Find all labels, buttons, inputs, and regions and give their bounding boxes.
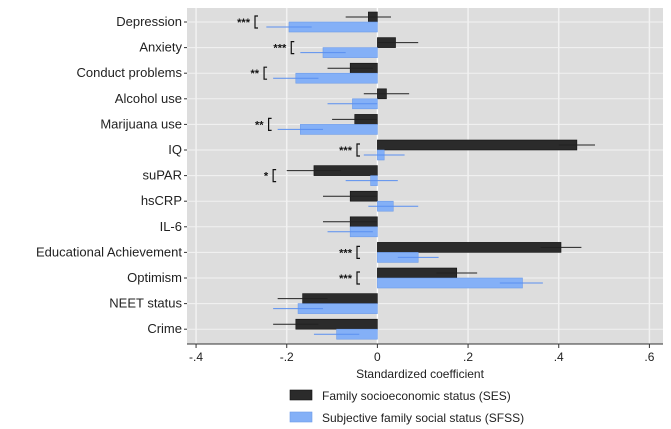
significance-stars: ** bbox=[255, 119, 264, 131]
category-label: Depression bbox=[116, 14, 182, 29]
x-axis: -.4 -.2 0 .2 .4 .6 bbox=[187, 343, 663, 364]
legend: Family socioeconomic status (SES) Subject… bbox=[289, 389, 524, 425]
significance-stars: * bbox=[264, 171, 269, 183]
legend-swatch bbox=[289, 389, 313, 401]
significance-bracket bbox=[268, 117, 272, 131]
significance-bracket bbox=[290, 41, 295, 55]
x-tick-label: 0 bbox=[374, 350, 381, 364]
significance-stars: ** bbox=[251, 68, 260, 80]
x-axis-title: Standardized coefficient bbox=[356, 367, 485, 381]
legend-swatch bbox=[289, 411, 313, 423]
significance-bracket bbox=[356, 271, 360, 285]
significance-bracket bbox=[254, 15, 258, 29]
x-tick-label: -.2 bbox=[280, 350, 294, 364]
category-label: NEET status bbox=[109, 296, 182, 311]
category-label: IL-6 bbox=[160, 219, 182, 234]
x-tick-label: .2 bbox=[463, 350, 473, 364]
category-label: Conduct problems bbox=[77, 65, 183, 80]
bar-ses bbox=[377, 242, 562, 253]
x-tick-label: -.4 bbox=[189, 350, 203, 364]
category-label: suPAR bbox=[143, 168, 183, 183]
significance-stars: *** bbox=[339, 273, 353, 285]
category-label: IQ bbox=[168, 142, 182, 157]
significance-bracket bbox=[356, 143, 360, 157]
x-tick-label: .4 bbox=[554, 350, 564, 364]
category-label: hsCRP bbox=[141, 193, 182, 208]
significance-stars: *** bbox=[273, 43, 287, 55]
significance-stars: *** bbox=[339, 145, 353, 157]
category-label: Crime bbox=[147, 321, 182, 336]
significance-stars: *** bbox=[237, 17, 251, 29]
category-label: Anxiety bbox=[139, 40, 182, 55]
category-labels: Depression Anxiety Conduct problems Alcohol… bbox=[36, 14, 187, 336]
significance-markers: ******************** bbox=[237, 15, 360, 285]
legend-label: Family socioeconomic status (SES) bbox=[322, 389, 511, 403]
significance-stars: *** bbox=[339, 247, 353, 259]
category-label: Marijuana use bbox=[100, 116, 182, 131]
x-tick-label: .6 bbox=[644, 350, 654, 364]
category-label: Educational Achievement bbox=[36, 244, 182, 259]
significance-bracket bbox=[263, 66, 268, 80]
category-label: Alcohol use bbox=[115, 91, 182, 106]
category-label: Optimism bbox=[127, 270, 182, 285]
significance-bracket bbox=[272, 169, 277, 183]
bar-ses bbox=[377, 139, 578, 151]
bars bbox=[266, 11, 595, 340]
significance-bracket bbox=[356, 245, 360, 259]
legend-label: Subjective family social status (SFSS) bbox=[322, 411, 524, 425]
